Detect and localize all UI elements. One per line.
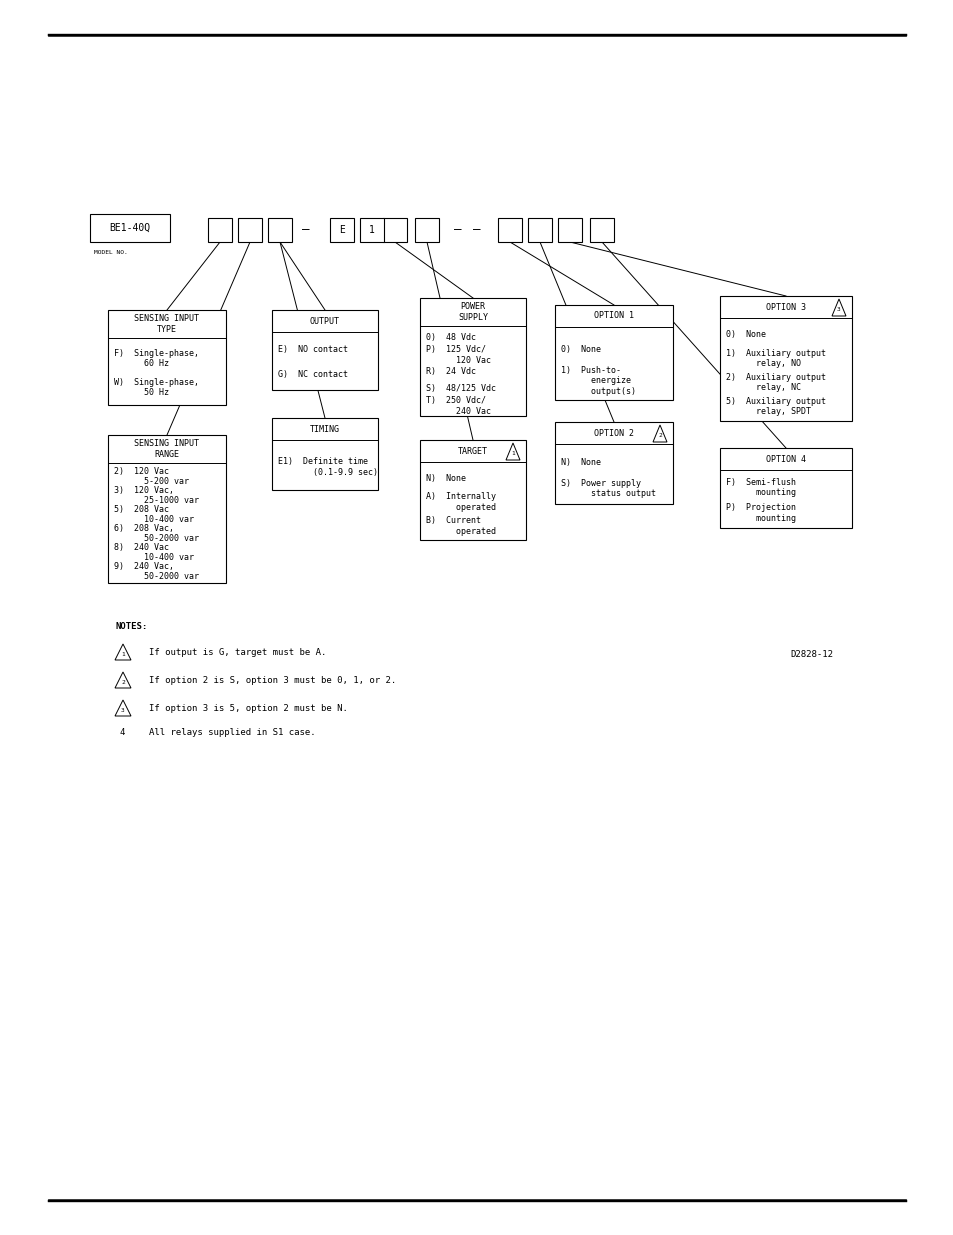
Bar [555, 305, 672, 400]
Text: SENSING INPUT
RANGE: SENSING INPUT RANGE [134, 440, 199, 458]
Bar [415, 219, 438, 242]
Bar [359, 219, 384, 242]
Text: 3: 3 [836, 306, 840, 311]
Text: E: E [338, 225, 345, 235]
Bar [108, 435, 226, 583]
Text: —: — [454, 224, 461, 236]
Text: 1)  Push-to-
      energize
      output(s): 1) Push-to- energize output(s) [560, 366, 636, 396]
Text: MODEL NO.: MODEL NO. [94, 249, 128, 254]
Bar [527, 219, 552, 242]
Text: N)  None: N) None [560, 458, 600, 467]
Bar [720, 448, 851, 529]
Text: OPTION 2: OPTION 2 [594, 429, 634, 437]
Bar [272, 417, 377, 490]
Text: 4: 4 [119, 727, 124, 737]
Bar [382, 219, 407, 242]
Text: If option 3 is 5, option 2 must be N.: If option 3 is 5, option 2 must be N. [149, 704, 348, 713]
Text: —: — [302, 224, 310, 236]
Text: —: — [473, 224, 480, 236]
Text: 0)  None: 0) None [560, 345, 600, 353]
Bar [208, 219, 232, 242]
Text: If option 2 is S, option 3 must be 0, 1, or 2.: If option 2 is S, option 3 must be 0, 1,… [149, 676, 395, 685]
Text: OUTPUT: OUTPUT [310, 316, 339, 326]
Text: A)  Internally
      operated: A) Internally operated [426, 493, 496, 511]
Text: NOTES:: NOTES: [115, 622, 147, 631]
Bar [720, 296, 851, 421]
Bar [555, 422, 672, 504]
Polygon shape [831, 299, 845, 316]
Text: OPTION 1: OPTION 1 [594, 311, 634, 321]
Polygon shape [115, 643, 131, 659]
Polygon shape [115, 700, 131, 716]
Bar [419, 440, 525, 540]
Polygon shape [505, 443, 519, 459]
Text: 0)  None: 0) None [725, 330, 765, 340]
Text: S)  Power supply
      status output: S) Power supply status output [560, 479, 656, 498]
Bar [108, 310, 226, 405]
Text: 9)  240 Vac,
      50-2000 var: 9) 240 Vac, 50-2000 var [113, 562, 199, 582]
Text: 2)  120 Vac
      5-200 var: 2) 120 Vac 5-200 var [113, 467, 189, 487]
Bar [558, 219, 581, 242]
Text: T)  250 Vdc/
      240 Vac: T) 250 Vdc/ 240 Vac [426, 396, 491, 415]
Text: 0)  48 Vdc: 0) 48 Vdc [426, 333, 476, 342]
Bar [589, 219, 614, 242]
Polygon shape [115, 672, 131, 688]
Text: 3)  120 Vac,
      25-1000 var: 3) 120 Vac, 25-1000 var [113, 485, 199, 505]
Bar [272, 310, 377, 390]
Text: If output is G, target must be A.: If output is G, target must be A. [149, 648, 326, 657]
Text: D2828-12: D2828-12 [789, 650, 832, 659]
Text: E)  NO contact: E) NO contact [277, 345, 348, 354]
Text: OPTION 3: OPTION 3 [765, 303, 805, 311]
Bar [497, 219, 521, 242]
Text: OPTION 4: OPTION 4 [765, 454, 805, 463]
Text: W)  Single-phase,
      50 Hz: W) Single-phase, 50 Hz [113, 378, 199, 398]
Text: 8)  240 Vac
      10-400 var: 8) 240 Vac 10-400 var [113, 543, 193, 562]
Text: 6)  208 Vac,
      50-2000 var: 6) 208 Vac, 50-2000 var [113, 524, 199, 543]
Text: 2)  Auxiliary output
      relay, NC: 2) Auxiliary output relay, NC [725, 373, 825, 393]
Text: TIMING: TIMING [310, 425, 339, 433]
Bar [268, 219, 292, 242]
Text: P)  Projection
      mounting: P) Projection mounting [725, 503, 795, 522]
Bar [237, 219, 262, 242]
Text: E1)  Definite time
       (0.1-9.9 sec): E1) Definite time (0.1-9.9 sec) [277, 457, 377, 477]
Text: G)  NC contact: G) NC contact [277, 370, 348, 379]
Text: TARGET: TARGET [457, 447, 488, 456]
Polygon shape [652, 425, 666, 442]
Text: 2: 2 [658, 432, 661, 437]
Text: 1: 1 [369, 225, 375, 235]
Text: 5)  208 Vac
      10-400 var: 5) 208 Vac 10-400 var [113, 505, 193, 524]
Text: 1)  Auxiliary output
      relay, NO: 1) Auxiliary output relay, NO [725, 350, 825, 368]
Text: BE1-40Q: BE1-40Q [110, 224, 151, 233]
Text: 5)  Auxiliary output
      relay, SPDT: 5) Auxiliary output relay, SPDT [725, 396, 825, 416]
Text: B)  Current
      operated: B) Current operated [426, 516, 496, 536]
Text: R)  24 Vdc: R) 24 Vdc [426, 367, 476, 377]
Text: All relays supplied in S1 case.: All relays supplied in S1 case. [149, 727, 315, 737]
Text: 1: 1 [511, 451, 515, 456]
Bar [90, 214, 170, 242]
Text: N)  None: N) None [426, 474, 465, 483]
Bar [419, 298, 525, 416]
Text: POWER
SUPPLY: POWER SUPPLY [457, 303, 488, 321]
Bar [330, 219, 354, 242]
Text: S)  48/125 Vdc: S) 48/125 Vdc [426, 384, 496, 393]
Text: F)  Single-phase,
      60 Hz: F) Single-phase, 60 Hz [113, 348, 199, 368]
Text: P)  125 Vdc/
      120 Vac: P) 125 Vdc/ 120 Vac [426, 345, 491, 364]
Text: 2: 2 [121, 680, 125, 685]
Text: 1: 1 [121, 652, 125, 657]
Text: F)  Semi-flush
      mounting: F) Semi-flush mounting [725, 478, 795, 498]
Text: SENSING INPUT
TYPE: SENSING INPUT TYPE [134, 314, 199, 333]
Text: 3: 3 [121, 708, 125, 713]
